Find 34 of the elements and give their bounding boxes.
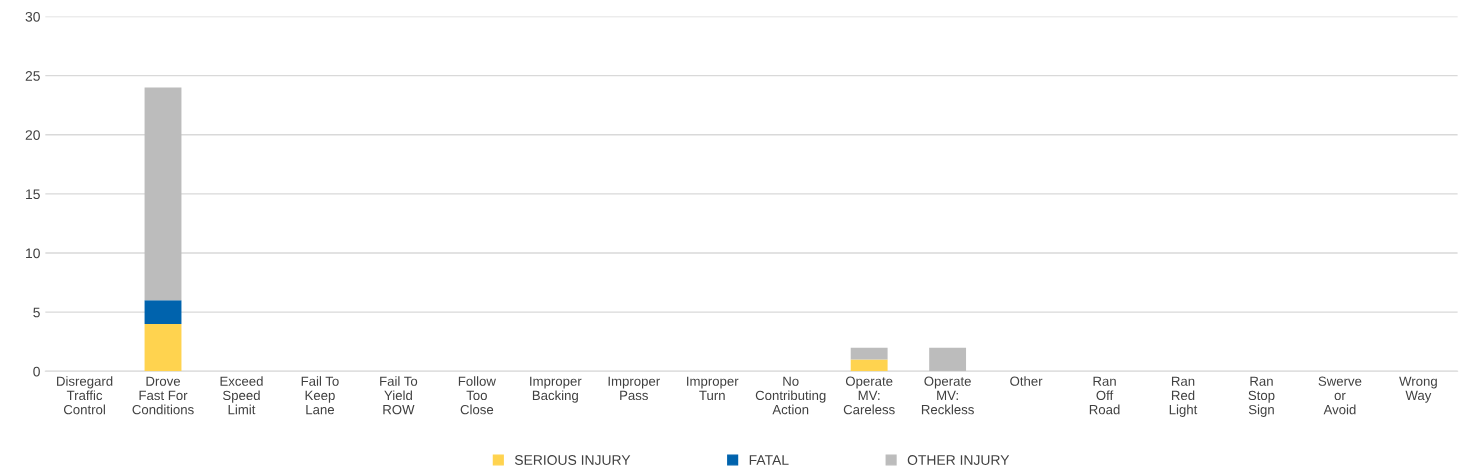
x-tick-label: Drove Fast For Conditions xyxy=(132,376,194,415)
bar xyxy=(144,300,182,325)
x-tick-label: Ran Red Light xyxy=(1169,376,1198,417)
bar xyxy=(144,87,182,301)
x-tick-label: Exceed Speed Limit xyxy=(220,376,263,415)
x-tick-label: Fail To Keep Lane xyxy=(301,376,339,415)
legend-label: FATAL xyxy=(749,455,789,465)
x-tick-label: Fail To Yield ROW xyxy=(380,376,418,415)
y-tick-label: 25 xyxy=(25,71,40,81)
x-tick-label: Improper Pass xyxy=(608,376,660,401)
y-tick-label: 20 xyxy=(25,130,40,140)
x-tick-label: Ran Stop Sign xyxy=(1248,376,1275,417)
y-tick-label: 0 xyxy=(33,366,40,377)
bar xyxy=(850,359,888,372)
x-tick-label: Other xyxy=(1010,376,1043,386)
x-tick-label: Operate MV: Reckless xyxy=(921,376,974,415)
legend-label: SERIOUS INJURY xyxy=(514,455,631,465)
y-tick-label: 5 xyxy=(33,307,40,318)
x-tick-label: No Contributing Action xyxy=(755,376,826,415)
x-tick-label: Ran Off Road xyxy=(1089,376,1120,415)
y-tick-label: 30 xyxy=(25,11,40,22)
x-tick-label: Disregard Traffic Control xyxy=(57,376,113,415)
x-tick-label: Wrong Way xyxy=(1399,376,1437,403)
x-tick-label: Improper Turn xyxy=(687,376,739,401)
y-tick-label: 10 xyxy=(26,248,40,259)
x-tick-label: Improper Backing xyxy=(530,376,582,403)
legend-label: OTHER INJURY xyxy=(907,455,1010,465)
y-tick-label: 15 xyxy=(26,189,40,200)
x-tick-label: Follow Too Close xyxy=(458,376,496,415)
bar xyxy=(929,347,967,372)
bar xyxy=(144,324,182,372)
x-tick-label: Operate MV: Careless xyxy=(843,376,895,415)
x-tick-label: Swerve or Avoid xyxy=(1318,376,1362,415)
bar xyxy=(850,347,888,360)
